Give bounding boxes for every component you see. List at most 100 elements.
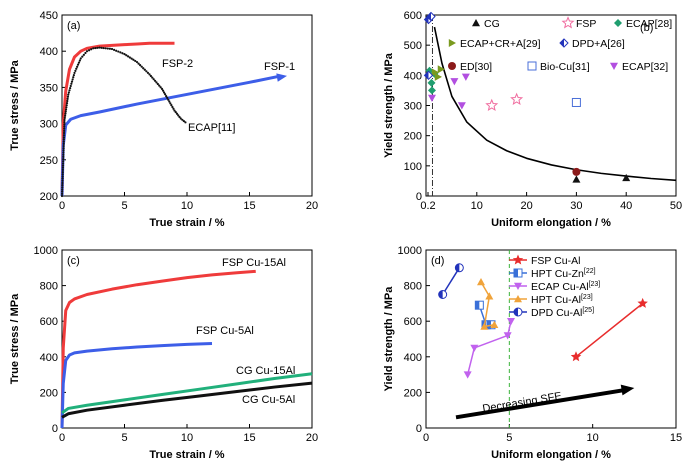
y-tick-label: 300: [40, 119, 58, 131]
y-tick-label: 100: [404, 161, 422, 173]
series-ecap-point: [84, 51, 87, 55]
y-tick-label: 200: [404, 387, 422, 399]
legend-label-7: ECAP[32]: [622, 61, 668, 73]
y-tick-label: 300: [404, 101, 422, 113]
series-ecap-point: [143, 68, 146, 71]
series-ecap-point: [61, 164, 65, 167]
series-ecap-point: [152, 78, 155, 81]
point-1-0-fill: [475, 301, 480, 310]
series-ecap-point: [63, 118, 66, 122]
series-ecap-point: [78, 59, 81, 62]
series-ecap-point: [165, 94, 168, 98]
series-ecap-point: [61, 175, 64, 178]
series-ecap-point: [146, 71, 150, 74]
series-ecap-point: [71, 78, 74, 81]
series-line-3: [480, 281, 495, 328]
series-ecap-point: [65, 106, 68, 109]
x-tick-label: 0: [59, 200, 65, 212]
point-7-2: [457, 102, 466, 110]
y-tick-label: 200: [40, 387, 58, 399]
plot-frame: [61, 14, 313, 197]
label-cg-cu-15al: CG Cu-15Al: [236, 365, 295, 377]
point-1-2-fill: [487, 320, 491, 329]
series-ecap-point: [148, 73, 151, 76]
y-tick-label: 500: [404, 40, 422, 52]
point-4-0: [438, 290, 448, 299]
series-ecap-point: [169, 102, 172, 105]
series-ecap-point: [171, 105, 174, 109]
series-ecap-point: [161, 89, 165, 92]
series-fsp-1-line: [60, 74, 280, 197]
legend-label-1: FSP: [576, 18, 596, 30]
series-ecap-point: [82, 53, 85, 56]
series-line-4: [442, 267, 460, 295]
legend-label-3: HPT Cu-Al[23]: [531, 294, 593, 306]
series-ecap-point: [106, 47, 109, 50]
series-ecap-point: [61, 168, 64, 172]
series-ecap-point: [61, 177, 64, 180]
legend-label-2: ECAP Cu-Al[23]: [531, 281, 600, 293]
series-ecap-point: [64, 110, 67, 113]
series-ecap-point: [61, 190, 64, 193]
series-ecap-point: [67, 91, 70, 94]
series-ecap-point: [96, 46, 99, 49]
series-ecap-point: [87, 49, 91, 52]
series-ecap-point: [61, 173, 64, 176]
label-fsp-cu-5al: FSP Cu-5Al: [196, 325, 254, 337]
legend-label-2: ECAP[28]: [626, 18, 672, 30]
series-ecap-point: [173, 109, 176, 112]
series-line-2: [61, 372, 313, 415]
series-ecap-point: [69, 87, 72, 90]
label-fsp-2: FSP-2: [162, 58, 193, 70]
series-ecap-point: [62, 155, 65, 159]
legend-marker-1: [513, 268, 523, 278]
point-5-0: [572, 167, 581, 176]
series-ecap-point: [61, 181, 64, 185]
series-ecap-point: [172, 107, 175, 110]
point-2-3: [507, 318, 515, 326]
x-tick-label: 10: [181, 200, 193, 212]
legend-marker-1: [561, 16, 575, 29]
y-axis-title: Yield strength / MPa: [383, 286, 395, 392]
series-ecap-point: [70, 80, 74, 83]
point-4-0-fill: [438, 290, 443, 299]
legend-marker-1-fill: [514, 269, 518, 277]
series-ecap-point: [112, 48, 116, 51]
point-1-0: [474, 300, 484, 310]
series-ecap-point: [153, 79, 157, 82]
sfe-arrow-head: [620, 384, 635, 396]
y-tick-label: 0: [416, 191, 422, 203]
series-ecap-point: [77, 61, 81, 64]
y-tick-label: 400: [40, 352, 58, 364]
series-ecap-point: [62, 149, 65, 152]
series-ecap-point: [62, 136, 66, 139]
series-ecap-point: [65, 101, 69, 105]
series-line-0: [60, 269, 256, 429]
x-tick-label: 5: [121, 432, 127, 444]
series-ecap-point: [137, 62, 140, 65]
series-ecap-point: [64, 114, 67, 117]
series-ecap-point: [62, 160, 65, 163]
legend-marker-3: [448, 39, 456, 47]
series-ecap-point: [121, 52, 124, 55]
x-tick-label: 15: [243, 432, 255, 444]
y-tick-label: 200: [404, 131, 422, 143]
series-ecap-point: [142, 67, 145, 70]
series-ecap-point: [130, 57, 133, 60]
x-tick-label: 10: [471, 200, 483, 212]
series-ecap-point: [61, 166, 65, 169]
series-ecap-point: [134, 59, 137, 63]
legend-marker-0: [512, 254, 524, 265]
point-4-1-fill: [424, 71, 429, 80]
label-cg-cu-5al: CG Cu-5Al: [242, 394, 295, 406]
series-ecap-point: [60, 194, 64, 198]
series-ecap-point: [108, 47, 112, 50]
y-tick-label: 400: [40, 46, 58, 58]
x-tick-label: 30: [570, 200, 582, 212]
series-ecap-point: [63, 127, 66, 130]
series-ecap-point: [149, 74, 152, 78]
series-ecap-point: [182, 119, 185, 123]
x-tick-label: 5: [506, 432, 512, 444]
series-fsp-2-line: [60, 41, 175, 197]
series-ecap-point: [74, 69, 77, 72]
